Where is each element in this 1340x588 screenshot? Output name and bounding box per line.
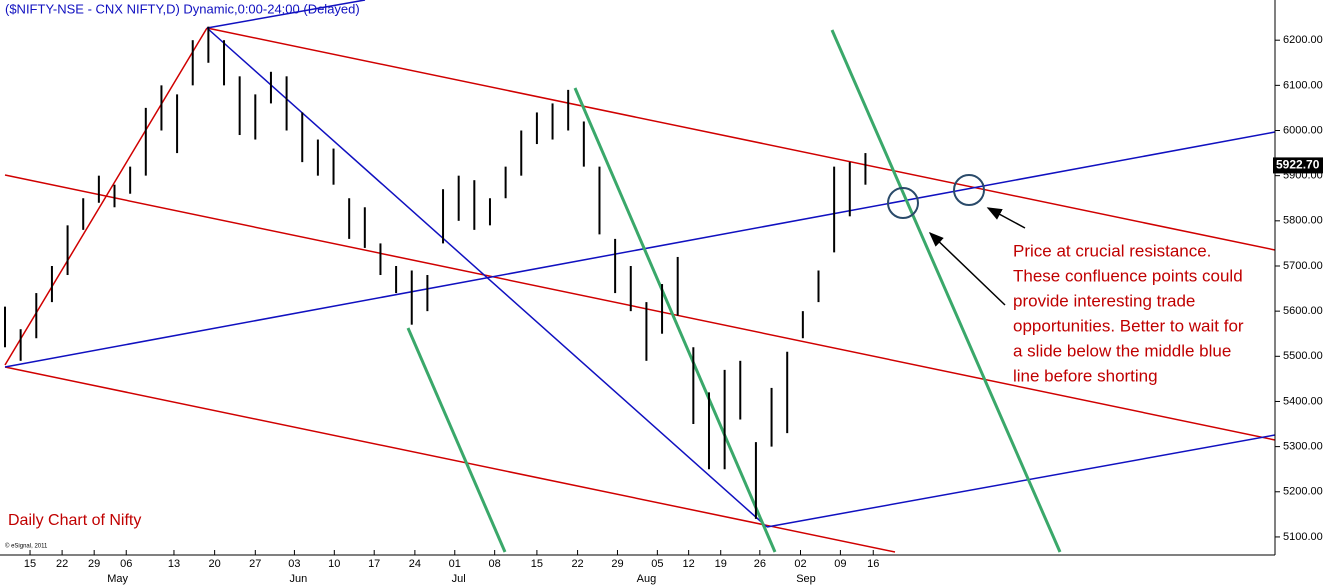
last-price: 5922.70 xyxy=(1276,158,1320,172)
trend-line xyxy=(573,87,777,553)
y-tick-label: 5200.00 xyxy=(1283,486,1323,498)
arrow xyxy=(986,207,1026,229)
trend-lines xyxy=(4,0,1276,553)
y-tick-label: 5700.00 xyxy=(1283,260,1323,272)
annotation: line before shorting xyxy=(1013,366,1158,385)
credit: © eSignal, 2011 xyxy=(5,543,48,550)
confluence-circle xyxy=(887,187,919,219)
x-tick-label: 29 xyxy=(611,558,623,570)
trend-line xyxy=(830,29,1062,553)
x-tick-label: 24 xyxy=(409,558,421,570)
x-tick-label: 10 xyxy=(328,558,340,570)
trend-line xyxy=(206,27,768,528)
x-tick-label: 20 xyxy=(209,558,221,570)
x-tick-label: 22 xyxy=(571,558,583,570)
x-tick-label: 19 xyxy=(715,558,727,570)
x-tick-label: 05 xyxy=(651,558,663,570)
x-tick-label: 12 xyxy=(683,558,695,570)
month-label: Jun xyxy=(289,573,307,585)
x-tick-label: 13 xyxy=(168,558,180,570)
trend-line xyxy=(406,327,507,553)
y-tick-label: 5400.00 xyxy=(1283,395,1323,407)
x-tick-label: 15 xyxy=(24,558,36,570)
x-tick-label: 17 xyxy=(368,558,380,570)
y-tick-label: 5300.00 xyxy=(1283,441,1323,453)
trend-line xyxy=(4,174,1276,441)
x-tick-label: 15 xyxy=(531,558,543,570)
x-tick-label: 26 xyxy=(754,558,766,570)
annotation: a slide below the middle blue xyxy=(1013,341,1231,360)
y-tick-label: 5800.00 xyxy=(1283,215,1323,227)
y-tick-label: 5100.00 xyxy=(1283,531,1323,543)
month-label: Jul xyxy=(452,573,466,585)
y-tick-label: 5500.00 xyxy=(1283,350,1323,362)
x-tick-label: 03 xyxy=(288,558,300,570)
annotation: provide interesting trade xyxy=(1013,291,1195,310)
trend-line xyxy=(4,131,1276,368)
chart-title: ($NIFTY-NSE - CNX NIFTY,D) Dynamic,0:00-… xyxy=(5,1,360,16)
x-tick-label: 27 xyxy=(249,558,261,570)
month-label: Aug xyxy=(637,573,657,585)
y-tick-label: 5600.00 xyxy=(1283,305,1323,317)
arrow xyxy=(928,231,1006,306)
annotation: opportunities. Better to wait for xyxy=(1013,316,1244,335)
trend-line xyxy=(206,0,366,29)
x-tick-label: 16 xyxy=(867,558,879,570)
x-tick-label: 09 xyxy=(834,558,846,570)
x-tick-label: 22 xyxy=(56,558,68,570)
x-tick-label: 02 xyxy=(794,558,806,570)
x-tick-label: 06 xyxy=(120,558,132,570)
y-tick-label: 6000.00 xyxy=(1283,124,1323,136)
x-tick-label: 01 xyxy=(449,558,461,570)
confluence-circle xyxy=(953,174,985,206)
chart-subtitle: Daily Chart of Nifty xyxy=(8,512,141,529)
annotation: Price at crucial resistance. xyxy=(1013,241,1211,260)
x-tick-label: 08 xyxy=(489,558,501,570)
y-tick-label: 6200.00 xyxy=(1283,34,1323,46)
trend-line xyxy=(206,27,1276,251)
y-tick-label: 6100.00 xyxy=(1283,79,1323,91)
y-tick-label: 5900.00 xyxy=(1283,170,1323,182)
month-label: May xyxy=(107,573,128,585)
last-price-box xyxy=(1273,157,1323,174)
month-label: Sep xyxy=(796,573,816,585)
trend-line xyxy=(766,434,1276,528)
x-tick-label: 29 xyxy=(88,558,100,570)
trend-line xyxy=(4,366,896,553)
annotation: These confluence points could xyxy=(1013,266,1243,285)
